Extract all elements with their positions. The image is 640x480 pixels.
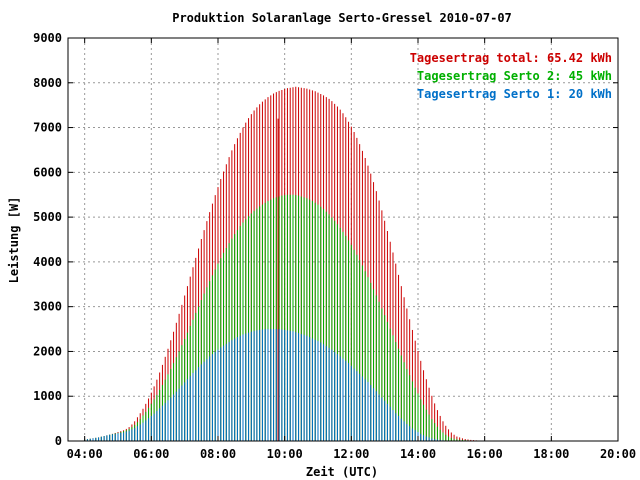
x-tick-label: 18:00 — [533, 447, 569, 461]
y-tick-label: 7000 — [33, 121, 62, 135]
y-tick-label: 1000 — [33, 389, 62, 403]
y-tick-label: 8000 — [33, 76, 62, 90]
x-axis-ticks: 04:00 06:00 08:00 10:00 12:00 14:00 16:00 18:00… — [67, 38, 636, 461]
series-serto1-bars — [84, 329, 480, 441]
y-tick-label: 5000 — [33, 210, 62, 224]
x-tick-label: 04:00 — [67, 447, 103, 461]
x-axis-label: Zeit (UTC) — [306, 465, 378, 479]
legend-entry-serto2: Tagesertrag Serto 2: 45 kWh — [417, 69, 612, 83]
x-tick-label: 12:00 — [333, 447, 369, 461]
x-tick-label: 20:00 — [600, 447, 636, 461]
x-tick-label: 14:00 — [400, 447, 436, 461]
y-axis-label: Leistung [W] — [7, 197, 21, 284]
y-axis-ticks: 0 1000 2000 3000 4000 5000 6000 7000 8000 9000 — [33, 31, 618, 448]
legend: Tagesertrag total: 65.42 kWh Tagesertrag… — [410, 51, 612, 101]
y-tick-label: 2000 — [33, 344, 62, 358]
y-tick-label: 3000 — [33, 300, 62, 314]
x-tick-label: 16:00 — [467, 447, 503, 461]
y-tick-label: 6000 — [33, 165, 62, 179]
legend-entry-serto1: Tagesertrag Serto 1: 20 kWh — [417, 87, 612, 101]
y-tick-label: 0 — [55, 434, 62, 448]
legend-entry-total: Tagesertrag total: 65.42 kWh — [410, 51, 612, 65]
y-tick-label: 4000 — [33, 255, 62, 269]
x-tick-label: 10:00 — [267, 447, 303, 461]
x-tick-label: 06:00 — [133, 447, 169, 461]
x-tick-label: 08:00 — [200, 447, 236, 461]
plot-frame — [67, 37, 619, 442]
y-tick-label: 9000 — [33, 31, 62, 45]
chart-title: Produktion Solaranlage Serto-Gressel 201… — [172, 11, 512, 25]
